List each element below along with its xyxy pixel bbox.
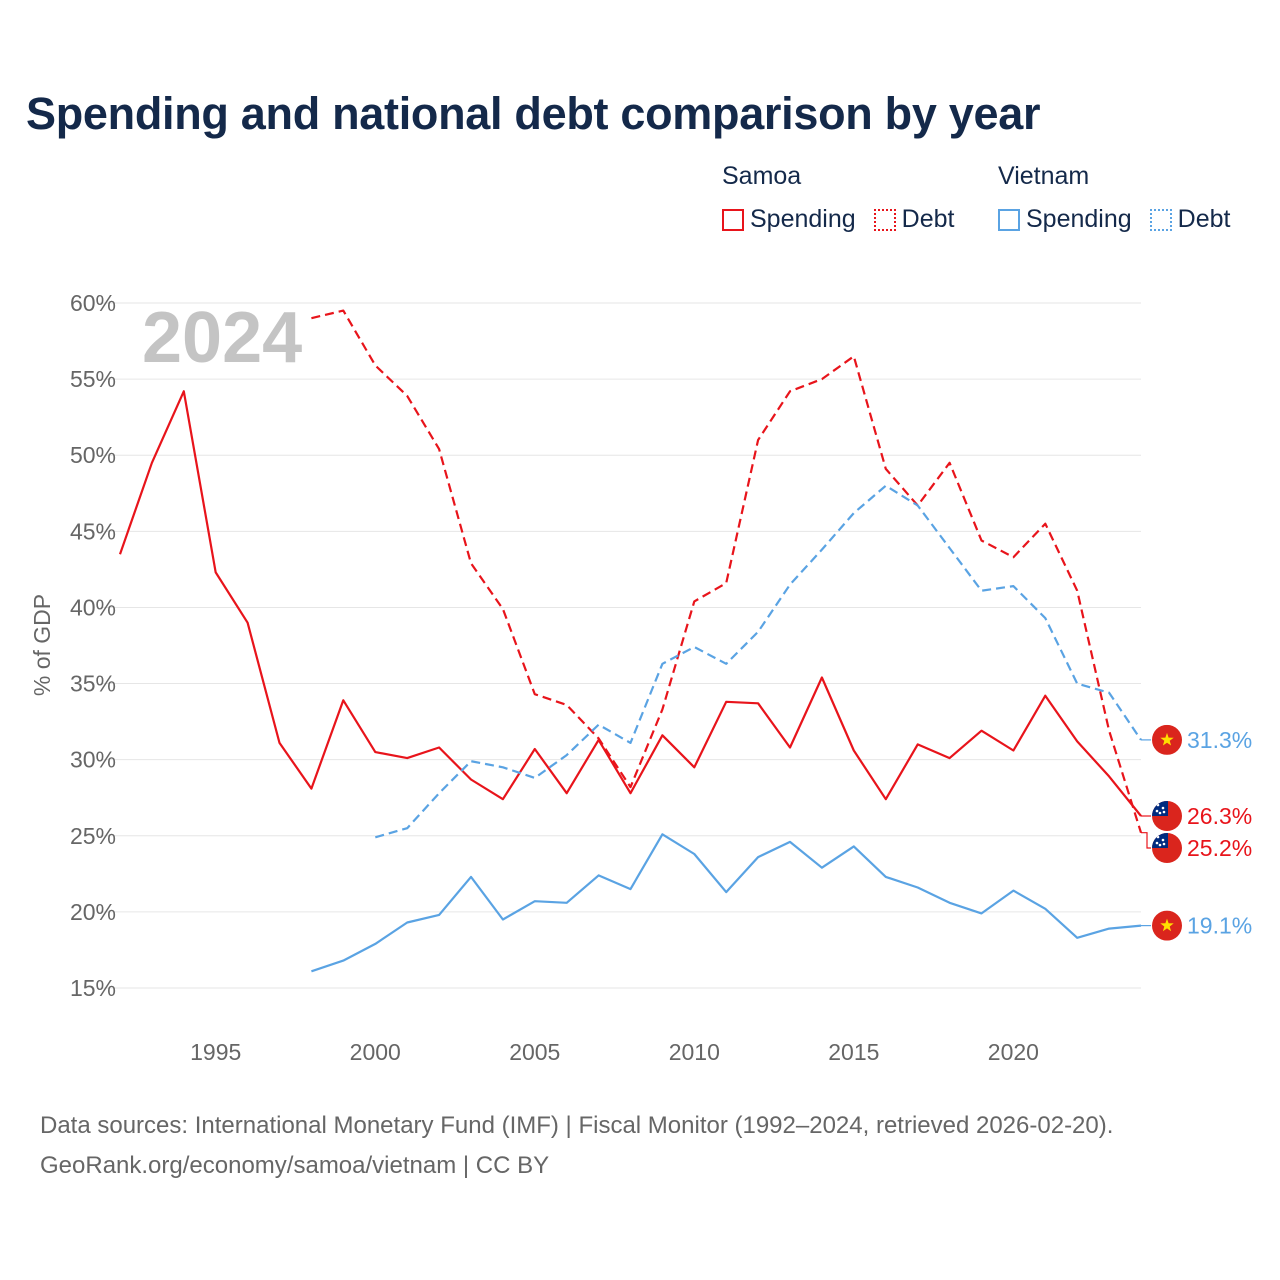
legend-swatch-dotted (1149, 208, 1172, 231)
legend-item-samoa-spending[interactable]: Spending (722, 205, 856, 234)
x-tick-label: 1995 (190, 1039, 241, 1065)
y-tick-label: 30% (70, 747, 116, 773)
end-value-label: 31.3% (1187, 727, 1252, 753)
y-tick-label: 45% (70, 518, 116, 544)
y-axis-title: % of GDP (29, 594, 55, 696)
legend-item-samoa-debt[interactable]: Debt (873, 205, 955, 234)
legend-swatch-solid (998, 208, 1020, 231)
end-value-label: 19.1% (1187, 913, 1252, 939)
legend-item-vietnam-debt[interactable]: Debt (1149, 205, 1231, 234)
legend-item-label: Spending (1026, 205, 1132, 233)
series-line-samoa-spending[interactable] (118, 390, 1142, 817)
y-tick-label: 60% (70, 290, 116, 316)
end-label-connector (1141, 832, 1151, 849)
y-tick-label: 50% (70, 442, 116, 468)
footer: Data sources: International Monetary Fun… (40, 1106, 1113, 1186)
x-tick-label: 2015 (828, 1039, 879, 1065)
x-tick-label: 2005 (509, 1039, 560, 1065)
end-value-label: 26.3% (1187, 803, 1252, 829)
legend-group-samoa: Samoa Spending Debt (722, 162, 972, 234)
legend-country-label: Samoa (722, 162, 802, 190)
series-line-vietnam-spending[interactable] (311, 833, 1142, 973)
legend-item-label: Debt (1177, 205, 1231, 233)
end-value-label: 25.2% (1187, 835, 1252, 861)
samoa-flag-icon (1152, 832, 1182, 863)
legend-item-label: Debt (901, 205, 955, 233)
page-title: Spending and national debt comparison by… (26, 88, 1041, 139)
vietnam-flag-icon (1152, 724, 1182, 755)
vietnam-flag-icon (1152, 910, 1182, 941)
grid-layer (100, 302, 1141, 989)
label-layer: 26.3% 25.2% 19.1% 31.3% (1141, 724, 1252, 941)
x-tick-label: 2020 (988, 1039, 1039, 1065)
source-link[interactable]: GeoRank.org/economy/samoa/vietnam | CC B… (40, 1152, 550, 1179)
legend-group-vietnam: Vietnam Spending Debt (998, 162, 1248, 234)
data-source-note: Data sources: International Monetary Fun… (40, 1112, 1114, 1139)
legend-country-label: Vietnam (998, 162, 1090, 190)
y-tick-label: 20% (70, 899, 116, 925)
series-line-vietnam-debt[interactable] (374, 484, 1142, 839)
y-tick-label: 15% (70, 975, 116, 1001)
x-tick-label: 2010 (669, 1039, 720, 1065)
legend-swatch-solid (722, 208, 744, 231)
y-tick-label: 55% (70, 366, 116, 392)
axis-layer: 15% 20% 25% 30% 35% 40% 45% 50% 55% 60% 1995 2000 20… (70, 290, 1039, 1065)
samoa-flag-icon (1152, 800, 1182, 831)
x-tick-label: 2000 (350, 1039, 401, 1065)
y-tick-label: 35% (70, 671, 116, 697)
series-line-samoa-debt[interactable] (311, 309, 1143, 834)
legend-item-label: Spending (750, 205, 856, 233)
legend-item-vietnam-spending[interactable]: Spending (998, 205, 1132, 234)
legend-swatch-dotted (873, 208, 896, 231)
y-tick-label: 40% (70, 594, 116, 620)
series-layer (118, 309, 1143, 973)
year-watermark: 2024 (142, 298, 302, 378)
y-tick-label: 25% (70, 823, 116, 849)
